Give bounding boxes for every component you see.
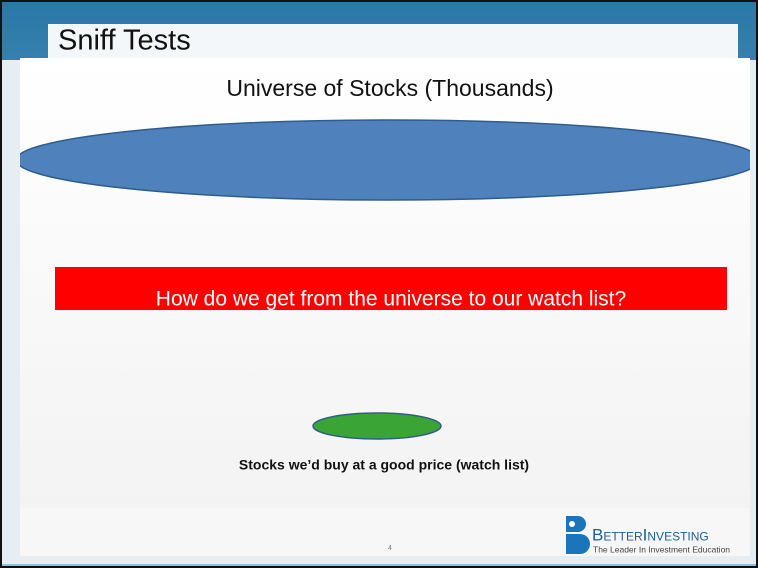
universe-ellipse — [20, 119, 750, 201]
question-box — [55, 267, 727, 310]
slide-title: Sniff Tests — [58, 25, 191, 57]
logo-icon-top — [566, 516, 586, 532]
footer-area — [20, 508, 750, 556]
question-text: How do we get from the universe to our w… — [156, 288, 626, 311]
universe-shape — [20, 119, 750, 201]
watch-list-ellipse — [312, 412, 442, 440]
logo: BetterInvesting The Leader In Investment… — [566, 516, 730, 554]
logo-icon-bottom — [566, 534, 590, 554]
logo-icon-dot — [569, 521, 575, 527]
logo-name: BetterInvesting — [592, 525, 709, 544]
page-number: 4 — [388, 545, 392, 552]
watch-list-caption: Stocks we’d buy at a good price (watch l… — [239, 457, 529, 473]
logo-tagline: The Leader In Investment Education — [593, 544, 730, 554]
universe-heading: Universe of Stocks (Thousands) — [226, 75, 553, 101]
title-panel — [48, 24, 738, 60]
